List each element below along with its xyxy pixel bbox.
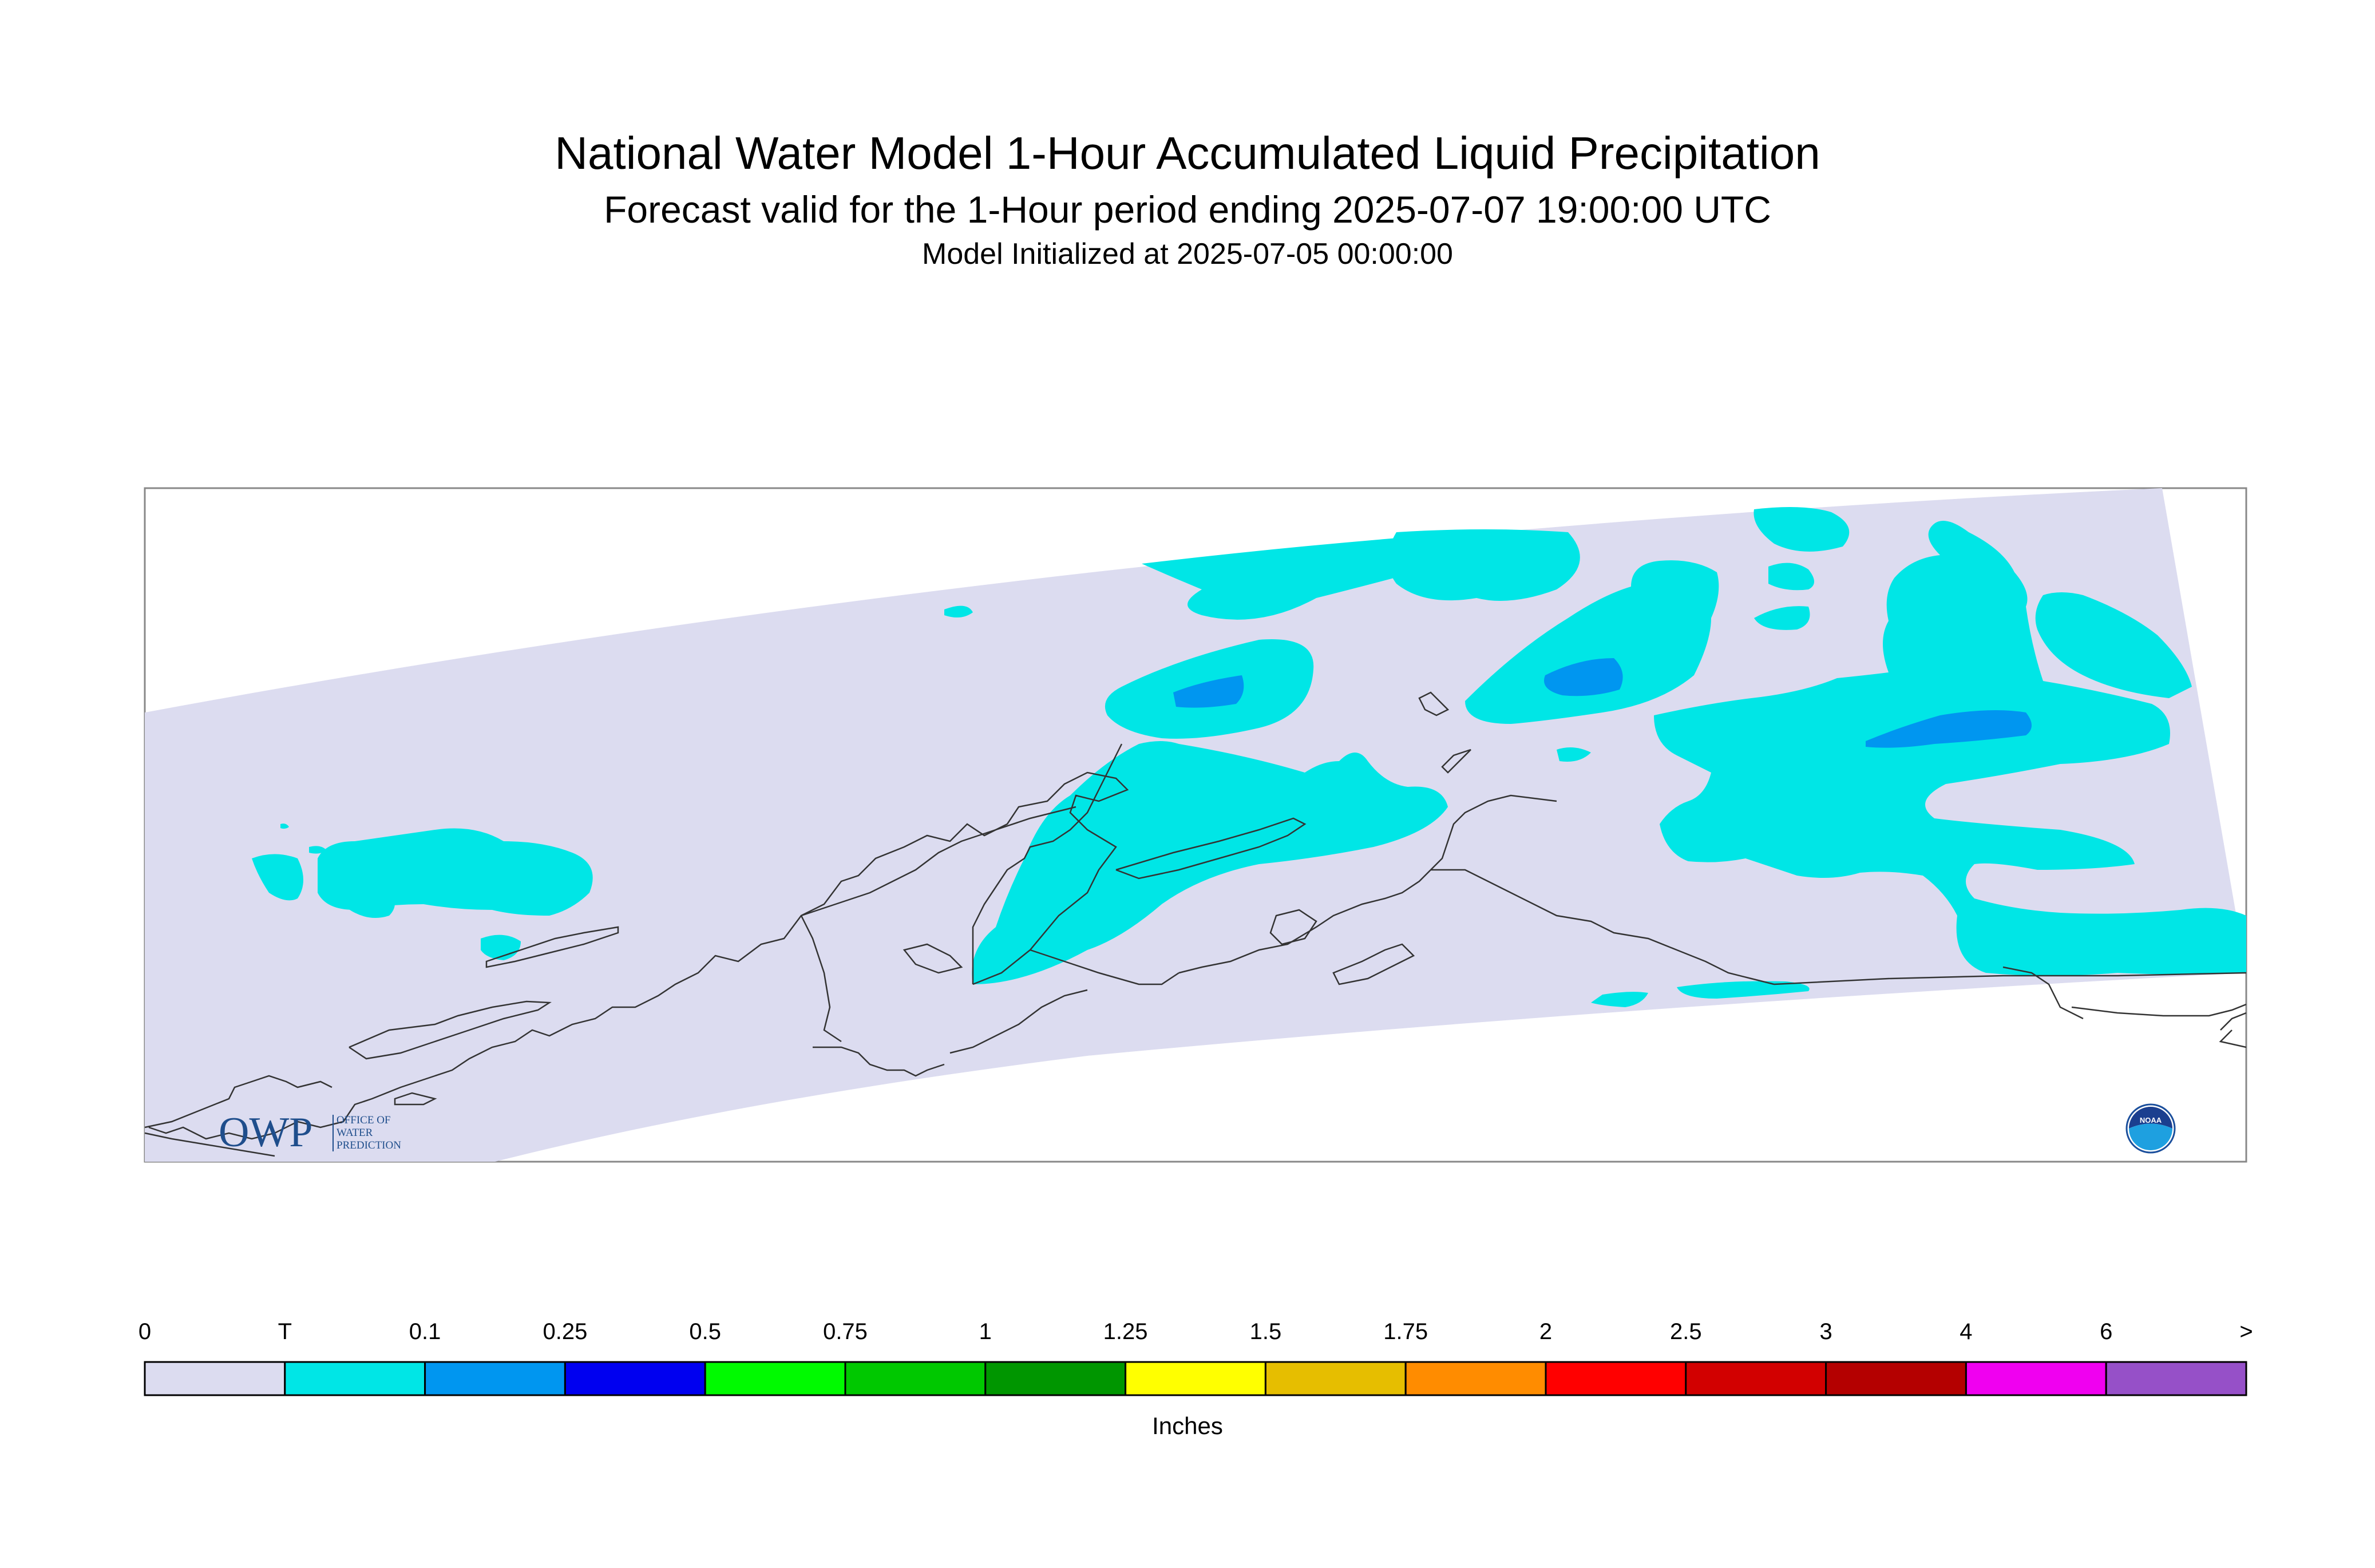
legend-swatch (1685, 1361, 1827, 1396)
light-blue-precip-areas (1173, 658, 2032, 748)
model-init-line: Model Initialized at 2025-07-05 00:00:00 (922, 237, 1453, 271)
legend-swatch (1264, 1361, 1407, 1396)
coastline (485, 926, 619, 968)
legend-label: 1.5 (1249, 1319, 1282, 1344)
legend-label: 6 (2100, 1319, 2113, 1344)
trace-area (1753, 507, 1850, 552)
legend-label: 2.5 (1669, 1319, 1702, 1344)
trace-precip-areas (252, 507, 2246, 1007)
owp-logo-line-3: PREDICTION (337, 1139, 401, 1151)
trace-area (309, 846, 326, 854)
owp-logo: OWP OFFICE OF WATER PREDICTION (219, 1109, 401, 1156)
coastline (902, 943, 963, 974)
coastline (2071, 1003, 2246, 1017)
trace-area (318, 828, 593, 916)
noaa-logo-text: NOAA (2140, 1116, 2162, 1124)
noaa-logo-sea (2129, 1123, 2172, 1150)
legend-label: > (2239, 1319, 2253, 1344)
legend-swatch (1545, 1361, 1687, 1396)
legend-swatch (1825, 1361, 1967, 1396)
coastline (1774, 972, 2246, 985)
coastline (349, 1000, 552, 1060)
light-blue-area (1866, 710, 2032, 748)
owp-logo-letters: OWP (219, 1109, 312, 1156)
legend-label: 0 (138, 1319, 152, 1344)
legend-label: 1 (979, 1319, 992, 1344)
coastline (2220, 1012, 2246, 1031)
coastline (1178, 794, 1557, 974)
trace-area (1677, 981, 1810, 999)
legend-label: 1.25 (1103, 1319, 1148, 1344)
light-blue-area (1173, 675, 1244, 708)
legend-swatch (1404, 1361, 1547, 1396)
coastline (1441, 749, 1471, 774)
trace-area (1591, 992, 1648, 1007)
trace-area (252, 854, 303, 901)
trace-area (944, 605, 973, 617)
coastline (1431, 869, 1775, 985)
map-title: National Water Model 1-Hour Accumulated … (555, 128, 1820, 179)
coastline (972, 743, 1123, 984)
coastline (145, 1075, 332, 1129)
light-blue-area (1544, 658, 1623, 696)
legend-label: 3 (1819, 1319, 1832, 1344)
trace-area (2035, 592, 2192, 698)
trace-area (1388, 529, 1580, 601)
legend-swatch (704, 1361, 846, 1396)
coastline (813, 1046, 945, 1077)
trace-area (1557, 747, 1591, 762)
legend-label: 0.1 (409, 1319, 441, 1344)
legend-label: 0.75 (823, 1319, 868, 1344)
legend-swatch (984, 1361, 1127, 1396)
legend-label: 0.5 (689, 1319, 721, 1344)
coastline (1418, 691, 1450, 716)
legend-swatch (144, 1361, 286, 1396)
coastline (394, 1092, 437, 1106)
trace-area (1754, 606, 1810, 630)
legend-label: 2 (1539, 1319, 1553, 1344)
coastline (1332, 943, 1415, 985)
legend-label: 0.25 (543, 1319, 588, 1344)
trace-area (1768, 563, 1814, 591)
coastline (145, 1132, 275, 1157)
coastline (1115, 817, 1307, 880)
legend-label: 4 (1960, 1319, 1973, 1344)
coastline (1030, 949, 1179, 985)
legend-label: T (278, 1319, 292, 1344)
legend-swatch (284, 1361, 426, 1396)
coastline (800, 915, 842, 1043)
legend-swatch (1965, 1361, 2107, 1396)
trace-area (1465, 560, 1719, 724)
legend-swatch (564, 1361, 706, 1396)
coastline (801, 806, 1076, 917)
legend-label: 1.75 (1383, 1319, 1428, 1344)
noaa-logo-sky (2129, 1107, 2172, 1129)
noaa-logo: NOAA (2125, 1103, 2176, 1154)
owp-logo-line-2: WATER (337, 1127, 373, 1139)
owp-logo-line-1: OFFICE OF (337, 1114, 391, 1126)
trace-area (280, 823, 289, 829)
coastline (1269, 909, 1317, 945)
coastline (2219, 1030, 2246, 1048)
legend-color-bar (144, 1361, 2247, 1396)
legend-units: Inches (1152, 1412, 1223, 1439)
legend-swatch (424, 1361, 566, 1396)
map-subtitle: Forecast valid for the 1-Hour period end… (604, 188, 1771, 231)
trace-area (1654, 521, 2246, 976)
legend-swatch (2105, 1361, 2247, 1396)
legend-swatch (844, 1361, 987, 1396)
coastline (949, 989, 1088, 1054)
coastline (148, 771, 1129, 1140)
legend-swatch (1125, 1361, 1266, 1396)
coastlines (145, 691, 2246, 1157)
coastline (2002, 966, 2084, 1020)
trace-area (972, 741, 1448, 984)
trace-area (1142, 535, 1436, 620)
